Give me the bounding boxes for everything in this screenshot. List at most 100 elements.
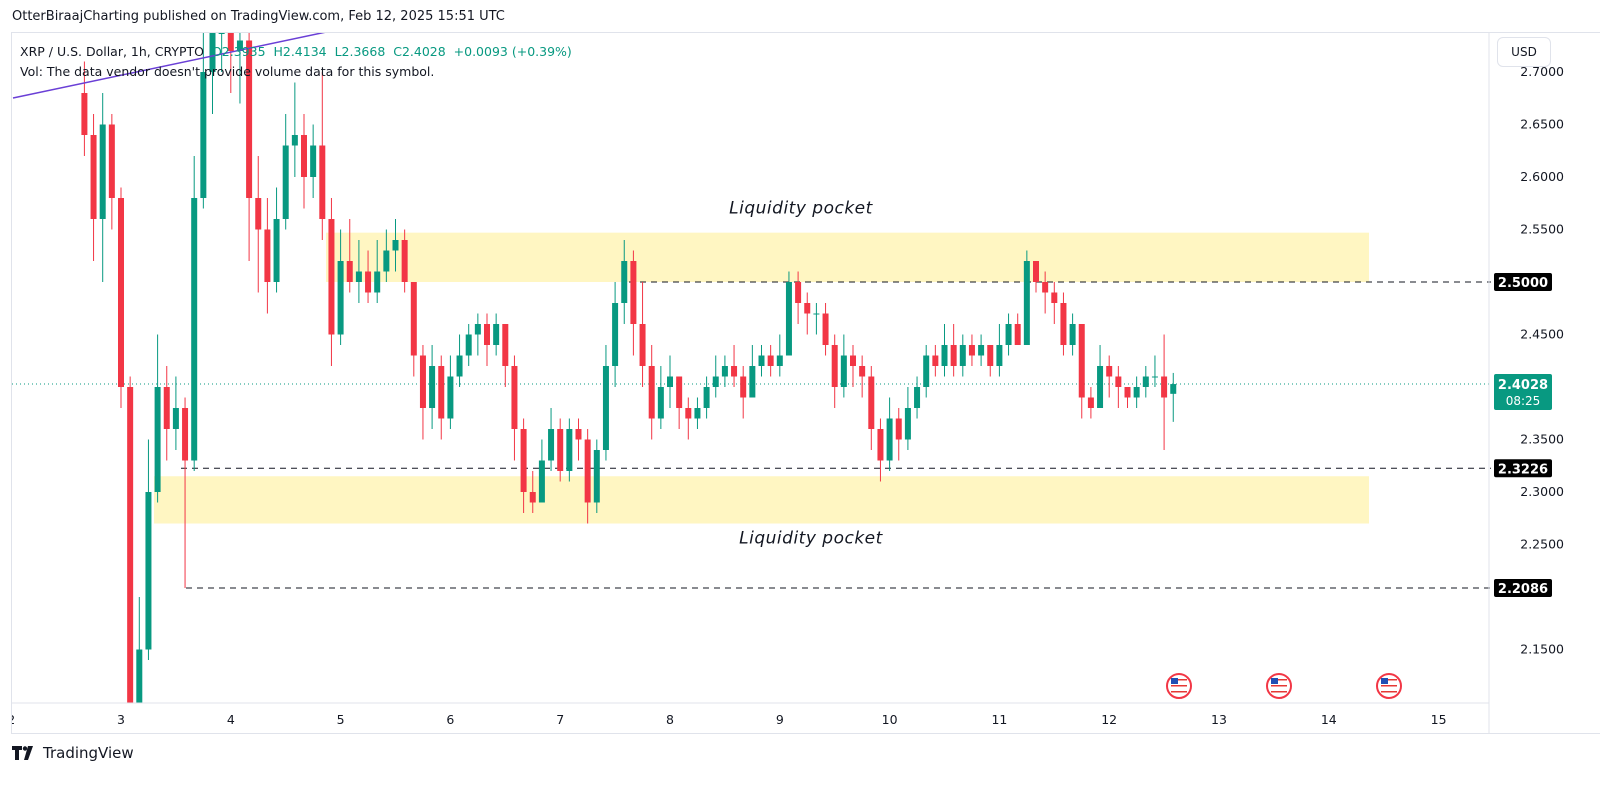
flag-stripe — [1171, 691, 1187, 693]
candle-body — [1023, 261, 1030, 345]
candle-body — [1014, 324, 1021, 345]
candle-body — [529, 492, 536, 503]
tradingview-logo-icon — [12, 746, 33, 760]
candle-body — [502, 324, 509, 366]
candle-body — [291, 135, 298, 146]
time-tick-label: 11 — [991, 712, 1007, 727]
candle-body — [282, 145, 289, 219]
time-tick-label: 2 — [12, 712, 15, 727]
candle-body — [914, 387, 921, 408]
time-tick-label: 7 — [556, 712, 564, 727]
flag-stripe — [1171, 688, 1187, 690]
candle-body — [319, 145, 326, 219]
flag-stripe — [1381, 679, 1397, 681]
price-tick-label: 2.7000 — [1520, 64, 1564, 79]
time-tick-label: 13 — [1211, 712, 1227, 727]
time-tick-label: 10 — [882, 712, 898, 727]
candle-body — [493, 324, 500, 345]
candle-body — [191, 198, 198, 461]
ohlc-close: C2.4028 — [393, 44, 446, 59]
candle-body — [877, 429, 884, 461]
chart-frame[interactable]: Liquidity pocket Liquidity pocket 2.7000 2.… — [11, 32, 1600, 734]
candle-body — [785, 282, 792, 356]
symbol-legend: XRP / U.S. Dollar, 1h, CRYPTO O2.3935 H2… — [20, 42, 572, 82]
currency-button[interactable]: USD — [1497, 37, 1551, 67]
candle-body — [1078, 324, 1085, 398]
candle-body — [740, 376, 747, 398]
candle-body — [895, 418, 902, 440]
level-price-label: 2.5000 — [1498, 276, 1548, 291]
candle-body — [676, 376, 683, 408]
price-tick-label: 2.6500 — [1520, 117, 1564, 132]
flag-stripe — [1381, 691, 1397, 693]
candle-body — [328, 219, 335, 335]
candle-body — [401, 240, 408, 282]
candle-body — [859, 366, 866, 377]
candle-body — [145, 492, 152, 650]
publish-line: OtterBiraajCharting published on Trading… — [12, 9, 505, 24]
candle-body — [758, 355, 765, 366]
flag-stripe — [1381, 688, 1397, 690]
trend-line[interactable] — [12, 33, 331, 99]
candle-body — [831, 345, 838, 387]
bar-countdown: 08:25 — [1506, 394, 1541, 408]
candle-body — [118, 198, 124, 387]
candle-body — [950, 345, 957, 366]
price-tick-label: 2.1500 — [1520, 642, 1564, 657]
candle-body — [987, 345, 994, 366]
candle-body — [429, 366, 436, 408]
candle-body — [1142, 376, 1149, 387]
flag-stripe — [1271, 688, 1287, 690]
candle-body — [557, 429, 564, 471]
candle-body — [840, 355, 847, 387]
flag-stripe — [1271, 679, 1287, 681]
price-chart[interactable]: Liquidity pocket Liquidity pocket 2.7000 2.… — [12, 33, 1600, 733]
tradingview-logo[interactable]: TradingView — [12, 744, 134, 762]
candle-body — [813, 313, 820, 315]
time-tick-label: 14 — [1321, 712, 1337, 727]
candle-body — [923, 355, 930, 387]
candle-body — [776, 355, 783, 366]
candle-body — [932, 355, 939, 366]
candle-body — [1124, 387, 1131, 398]
price-tick-label: 2.4500 — [1520, 327, 1564, 342]
candle-body — [236, 40, 243, 51]
candle-body — [996, 345, 1003, 366]
us-flag-icon[interactable] — [1266, 673, 1292, 699]
candle-body — [136, 649, 143, 703]
ohlc-open: O2.3935 — [211, 44, 266, 59]
candle-body — [630, 261, 637, 324]
candle-body — [447, 376, 454, 419]
candle-body — [209, 33, 216, 72]
candle-body — [1151, 376, 1158, 378]
candle-body — [365, 271, 372, 293]
candle-body — [1042, 282, 1049, 293]
candle-body — [538, 460, 545, 503]
candle-body — [346, 261, 353, 282]
liquidity-zone — [154, 476, 1369, 524]
candle-body — [1069, 324, 1076, 345]
level-price-label: 2.3226 — [1498, 462, 1548, 477]
us-flag-icon[interactable] — [1166, 673, 1192, 699]
candle-body — [484, 324, 490, 345]
time-tick-label: 5 — [337, 712, 345, 727]
candle-body — [822, 313, 829, 345]
candle-body — [465, 334, 472, 356]
ohlc-low: L2.3668 — [334, 44, 386, 59]
us-flag-icon[interactable] — [1376, 673, 1402, 699]
flag-canton — [1271, 678, 1278, 684]
candle-body — [200, 72, 207, 198]
candle-body — [520, 429, 527, 492]
time-tick-label: 6 — [446, 712, 454, 727]
candle-body — [657, 387, 664, 419]
price-tick-label: 2.5500 — [1520, 222, 1564, 237]
symbol-name[interactable]: XRP / U.S. Dollar, 1h, CRYPTO — [20, 44, 204, 59]
candle-body — [648, 366, 655, 419]
candle-body — [1115, 376, 1122, 387]
candle-body — [749, 366, 756, 398]
candle-body — [227, 33, 234, 51]
candle-body — [886, 418, 893, 461]
candle-body — [612, 303, 619, 366]
flag-stripe — [1271, 691, 1287, 693]
candle-body — [731, 366, 738, 377]
